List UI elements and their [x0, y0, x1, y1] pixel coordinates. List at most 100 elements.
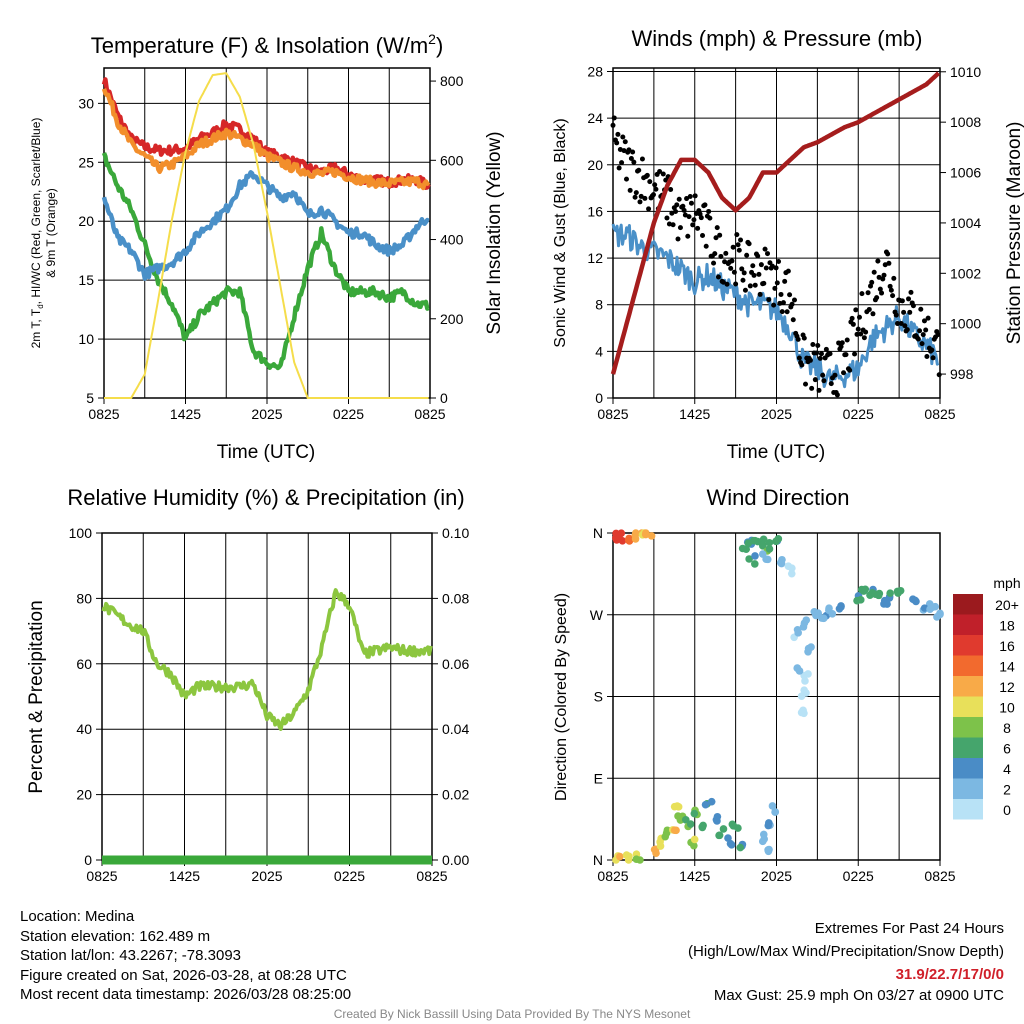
gust-point: [773, 265, 779, 271]
wind-direction-point: [812, 611, 820, 620]
legend-label: 20+: [995, 597, 1019, 613]
gust-point: [858, 331, 864, 337]
gust-point: [810, 342, 816, 348]
legend-label: 2: [1003, 782, 1011, 798]
series-solar-insolation: [104, 72, 429, 399]
y2-tick-label: 0.10: [442, 525, 469, 541]
x-tick-label: 1425: [169, 868, 200, 884]
wind-direction-point: [763, 555, 772, 564]
y-tick-label: 20: [587, 157, 603, 173]
gust-point: [692, 193, 698, 199]
y2-tick-label: 1006: [950, 165, 981, 181]
y2-tick-label: 400: [440, 232, 464, 248]
gust-point: [650, 192, 656, 198]
gust-point: [779, 309, 785, 315]
gust-point: [834, 392, 840, 398]
gust-point: [877, 286, 883, 292]
max-gust-text: Max Gust: 25.9 mph On 03/27 at 0900 UTC: [713, 987, 1004, 1004]
wind-direction-point: [719, 825, 728, 833]
y2-tick-label: 1000: [950, 316, 981, 332]
wind-direction-point: [690, 835, 699, 844]
gust-point: [652, 182, 658, 188]
wind-direction-point: [800, 686, 808, 694]
x-tick-label: 1425: [170, 406, 201, 422]
gust-point: [898, 320, 904, 326]
gust-point: [875, 258, 881, 264]
gust-point: [847, 367, 853, 373]
gust-point: [861, 335, 867, 341]
series-sonic-wind: [611, 223, 940, 389]
x-tick-label: 2025: [251, 406, 282, 422]
gust-point: [881, 272, 887, 278]
y2-axis-label: Solar Insolation (Yellow): [484, 131, 505, 334]
series-9m-t: [101, 88, 431, 191]
gust-point: [816, 387, 822, 393]
wind-direction-point: [797, 692, 806, 700]
gust-point: [747, 283, 753, 289]
gust-point: [680, 203, 686, 209]
gust-point: [796, 355, 802, 361]
gust-point: [627, 187, 633, 193]
gust-point: [791, 297, 797, 303]
gust-point: [886, 260, 892, 266]
legend-label: 6: [1003, 741, 1011, 757]
gust-point: [615, 131, 621, 137]
wind-direction-point: [713, 817, 721, 825]
wind-direction-point: [726, 839, 735, 848]
wind-direction-point: [772, 537, 780, 546]
gust-point: [774, 280, 780, 286]
x-tick-label: 0825: [88, 406, 119, 422]
gust-point: [850, 321, 856, 327]
wind-direction-point: [893, 587, 902, 596]
wind-direction-point: [642, 529, 650, 537]
gust-point: [828, 381, 834, 387]
gust-point: [935, 332, 941, 338]
y-tick-label: 15: [78, 272, 94, 288]
gust-point: [713, 235, 719, 241]
gust-point: [920, 332, 926, 338]
gust-point: [904, 327, 910, 333]
extremes-values: 31.9/22.7/17/0/0: [895, 966, 1004, 983]
gust-point: [752, 282, 758, 288]
gust-point: [936, 372, 942, 378]
gust-point: [870, 311, 876, 317]
gust-point: [711, 260, 717, 266]
legend-swatch: [953, 635, 983, 656]
extremes-title: Extremes For Past 24 Hours: [814, 920, 1004, 937]
gust-point: [902, 323, 908, 329]
gust-point: [771, 302, 777, 308]
gust-point: [818, 351, 824, 357]
wind-direction-point: [764, 846, 772, 854]
wind-direction-point: [871, 590, 880, 599]
legend-label: 16: [999, 638, 1015, 654]
wind-direction-point: [750, 560, 759, 568]
gust-point: [776, 258, 782, 264]
y-tick-label: E: [594, 770, 603, 786]
gust-point: [923, 327, 929, 333]
wind-direction-point: [933, 613, 941, 621]
y-tick-label: 10: [78, 331, 94, 347]
gust-point: [639, 156, 645, 162]
gust-point: [888, 287, 894, 293]
legend-swatch: [953, 737, 983, 758]
y-tick-label: S: [594, 689, 603, 705]
gust-point: [731, 269, 737, 275]
legend-swatch: [953, 696, 983, 717]
series-hi-wc: [101, 170, 430, 281]
gust-point: [839, 340, 845, 346]
y-tick-label: 20: [78, 213, 94, 229]
gust-point: [740, 277, 746, 283]
y2-tick-label: 0: [440, 390, 448, 406]
y-axis-label: Percent & Precipitation: [26, 600, 47, 793]
wind-direction-point: [618, 536, 627, 545]
gust-point: [698, 215, 704, 221]
gust-point: [636, 167, 642, 173]
legend-swatch: [953, 717, 983, 738]
gust-point: [722, 259, 728, 265]
gust-point: [614, 140, 620, 146]
legend-label: 4: [1003, 761, 1011, 777]
gust-point: [765, 251, 771, 257]
gust-point: [817, 355, 823, 361]
x-axis-label: Time (UTC): [727, 442, 826, 463]
wind-direction-point: [707, 797, 716, 806]
